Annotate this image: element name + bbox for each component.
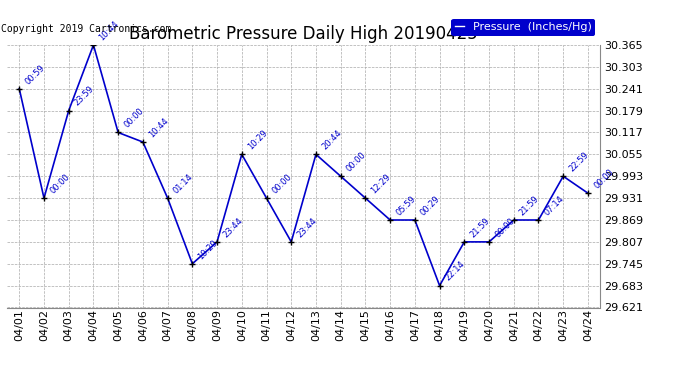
Text: 21:59: 21:59 [469, 216, 492, 239]
Text: 23:59: 23:59 [73, 85, 96, 108]
Text: Copyright 2019 Cartronics.com: Copyright 2019 Cartronics.com [1, 24, 171, 34]
Text: 10:44: 10:44 [147, 116, 170, 139]
Text: 23:44: 23:44 [221, 216, 244, 239]
Text: 00:00: 00:00 [592, 167, 615, 190]
Text: 00:00: 00:00 [48, 172, 71, 195]
Text: 00:00: 00:00 [270, 172, 294, 195]
Text: 00:00: 00:00 [345, 150, 368, 174]
Text: 21:59: 21:59 [518, 194, 541, 217]
Text: 00:59: 00:59 [23, 63, 47, 86]
Text: 22:59: 22:59 [567, 150, 591, 174]
Text: 00:00: 00:00 [122, 106, 146, 130]
Text: 22:14: 22:14 [444, 260, 467, 283]
Text: 10:29: 10:29 [246, 129, 269, 152]
Text: 23:44: 23:44 [295, 216, 319, 239]
Text: 00:00: 00:00 [493, 216, 516, 239]
Legend: Pressure  (Inches/Hg): Pressure (Inches/Hg) [451, 19, 595, 36]
Text: 00:29: 00:29 [419, 194, 442, 217]
Text: 01:14: 01:14 [172, 172, 195, 195]
Text: 10:29: 10:29 [197, 238, 219, 261]
Text: 12:29: 12:29 [370, 172, 393, 195]
Text: 05:59: 05:59 [394, 194, 417, 217]
Text: 20:44: 20:44 [320, 129, 344, 152]
Title: Barometric Pressure Daily High 20190425: Barometric Pressure Daily High 20190425 [129, 26, 478, 44]
Text: 07:14: 07:14 [542, 194, 566, 217]
Text: 10:44: 10:44 [97, 19, 121, 42]
